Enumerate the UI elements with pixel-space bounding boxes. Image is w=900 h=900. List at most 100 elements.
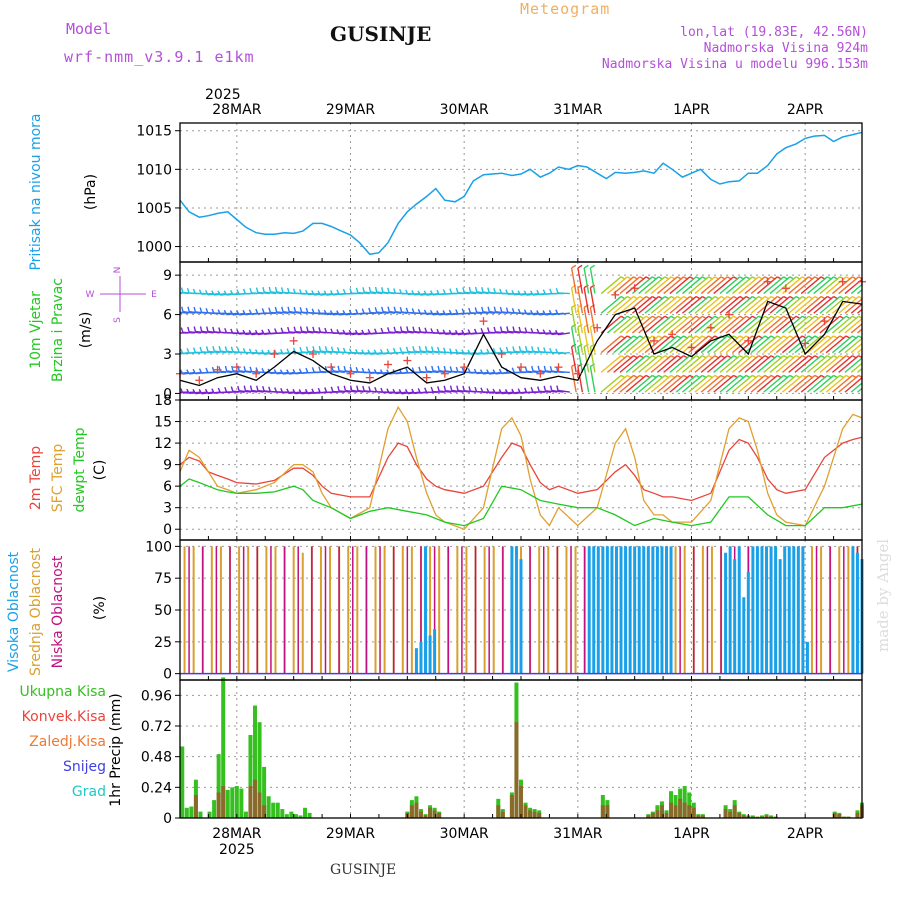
- wind-barb: [731, 374, 753, 393]
- wind-barb: [781, 296, 803, 314]
- y-tick-label: 6: [163, 308, 172, 324]
- total-precip-bar: [243, 811, 248, 818]
- high-cloud-axis-label: Visoka Oblacnost: [6, 551, 22, 672]
- wind-barb: [838, 296, 860, 314]
- wind-axis-label-2: Brzina i Pravac: [50, 278, 66, 382]
- wind-barb-flag: [268, 286, 272, 293]
- wind-barb: [570, 287, 577, 314]
- wind-barb: [813, 374, 835, 393]
- wind-barb-flag: [548, 329, 553, 335]
- wind-barb: [775, 355, 797, 373]
- wind-barb-flag: [355, 287, 359, 293]
- wind-barb-flag: [367, 368, 371, 374]
- wind-barb-flag: [323, 309, 328, 315]
- wind-barb-flag: [877, 297, 881, 299]
- wind-barb: [725, 276, 747, 295]
- wind-barb-flag: [387, 327, 390, 333]
- wind-barb-flag: [461, 308, 465, 314]
- wind-barb-flag: [224, 327, 228, 334]
- wind-barb-flag: [193, 326, 197, 332]
- wind-barb: [420, 370, 433, 374]
- wind-barb: [663, 276, 685, 295]
- wind-barb-flag: [499, 306, 503, 313]
- wind-barb: [619, 374, 641, 393]
- wind-barb-flag: [393, 288, 396, 294]
- wind-barb: [332, 370, 345, 374]
- temp-2m-line: [179, 436, 863, 502]
- wind-barb: [395, 330, 408, 334]
- wind-barb-flag: [204, 289, 209, 296]
- wind-barb-flag: [355, 349, 359, 355]
- wind-barb: [681, 335, 703, 354]
- wind-barb: [557, 332, 570, 336]
- wind-barb: [314, 350, 327, 354]
- wind-barb: [719, 276, 741, 295]
- wind-barb-flag: [362, 385, 365, 392]
- wind-barb: [650, 296, 672, 314]
- wind-barb: [195, 330, 208, 334]
- wind-barb-flag: [267, 349, 272, 355]
- conv-precip-bar: [723, 809, 728, 818]
- wind-barb-flag: [242, 309, 246, 316]
- wind-barb-flag: [474, 286, 478, 293]
- wind-barb: [663, 296, 685, 314]
- wind-barb: [625, 276, 647, 295]
- wind-barb-flag: [175, 388, 177, 393]
- wind-barb-flag: [530, 309, 534, 315]
- wind-barb-flag: [455, 366, 459, 373]
- total-precip-bar: [207, 811, 212, 818]
- wind-barb-flag: [211, 388, 215, 394]
- wind-barb: [794, 315, 816, 334]
- wind-barb: [750, 315, 772, 334]
- wind-barb-flag: [436, 310, 440, 316]
- wind-barb: [775, 296, 797, 314]
- y-tick-label: 1000: [136, 240, 172, 256]
- wind-barb: [644, 355, 666, 373]
- wind-barb: [389, 310, 402, 314]
- wind-barb: [650, 355, 672, 373]
- wind-barb: [232, 390, 245, 393]
- top-date-label: 29MAR: [326, 102, 375, 118]
- wind-barb-flag: [517, 388, 522, 394]
- wind-barb-flag: [424, 366, 428, 372]
- wind-barb-flag: [186, 388, 190, 394]
- wind-barb: [850, 283, 862, 295]
- wind-barb-flag: [536, 328, 540, 334]
- wind-barb-flag: [304, 388, 309, 394]
- wind-barb-flag: [448, 309, 453, 315]
- wind-barb: [788, 315, 810, 334]
- wind-barb-flag: [318, 366, 322, 372]
- wind-barb: [744, 296, 766, 314]
- wind-barb-flag: [367, 349, 372, 355]
- wind-barb-flag: [511, 289, 515, 296]
- wind-barb-flag: [556, 385, 559, 391]
- wind-barb: [825, 335, 847, 354]
- total-precip-bar: [248, 734, 253, 818]
- wind-barb: [214, 350, 227, 354]
- wind-barb-flag: [506, 326, 509, 332]
- wind-barb: [769, 296, 791, 314]
- wind-barb: [495, 331, 508, 334]
- wind-barb: [694, 296, 716, 314]
- y-tick-label: 0: [163, 667, 172, 683]
- wind-barb: [831, 296, 853, 314]
- wind-barb-flag: [487, 306, 490, 312]
- y-tick-label: 6: [163, 479, 172, 495]
- wind-barb-flag: [224, 365, 228, 372]
- wind-barb: [750, 374, 772, 393]
- wind-barb: [819, 374, 841, 393]
- wind-barb-flag: [262, 385, 265, 392]
- wind-barb: [788, 374, 810, 393]
- wind-barb-flag: [236, 289, 240, 295]
- wind-barb: [245, 389, 258, 393]
- wind-barb-flag: [174, 350, 176, 354]
- wind-barb-flag: [442, 289, 446, 295]
- conv-precip-bar: [678, 798, 683, 818]
- wind-barb: [600, 296, 622, 314]
- wind-barb-flag: [299, 346, 303, 353]
- dewpt-axis-label: dewpt Temp: [72, 427, 88, 512]
- wind-barb-flag: [286, 369, 290, 375]
- wind-barb-flag: [493, 288, 497, 294]
- wind-barb-flag: [361, 349, 365, 355]
